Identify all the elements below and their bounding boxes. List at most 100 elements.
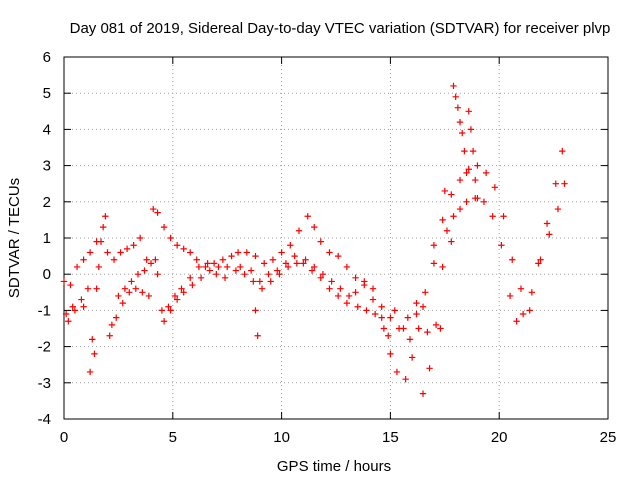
data-point-track-a xyxy=(526,307,533,314)
data-point-track-c xyxy=(454,104,462,111)
data-point-track-a xyxy=(287,242,294,249)
data-point-track-a xyxy=(117,249,124,256)
data-point-track-b xyxy=(489,213,496,220)
x-tick-label: 0 xyxy=(60,429,68,446)
data-point-track-d xyxy=(300,260,307,267)
data-point-track-b xyxy=(546,231,553,238)
data-point-track-a xyxy=(136,234,144,242)
data-point-track-d xyxy=(385,332,392,339)
data-point-track-b xyxy=(319,271,327,278)
data-point-track-a xyxy=(219,256,227,263)
data-point-track-d xyxy=(400,325,407,332)
data-point-track-a xyxy=(150,205,157,213)
data-point-track-d xyxy=(437,325,444,332)
data-point-track-b xyxy=(141,267,148,274)
data-point-track-d xyxy=(126,289,133,296)
data-point-track-b xyxy=(232,267,240,274)
data-point-track-a xyxy=(535,260,542,267)
data-point-track-b xyxy=(206,267,213,274)
data-point-track-a xyxy=(180,245,187,253)
data-point-track-b xyxy=(415,325,422,332)
data-point-track-c xyxy=(474,194,481,202)
data-point-track-d xyxy=(378,314,385,321)
data-point-track-a xyxy=(252,252,259,260)
data-point-track-a xyxy=(167,234,174,242)
data-point-track-b xyxy=(250,278,257,285)
data-point-track-d xyxy=(80,303,87,310)
y-axis-label: SDTVAR / TECUs xyxy=(6,178,23,298)
data-point-track-c xyxy=(467,126,475,133)
grid-lines xyxy=(64,57,608,419)
y-tick-label: -1 xyxy=(38,302,51,319)
data-point-track-b xyxy=(84,285,92,292)
x-tick-label: 5 xyxy=(169,429,177,446)
data-point-track-b xyxy=(95,263,103,271)
data-point-track-a xyxy=(260,260,268,267)
data-point-track-b xyxy=(189,281,196,289)
data-point-track-d xyxy=(391,307,398,314)
data-point-track-b xyxy=(450,213,457,220)
data-point-track-a xyxy=(491,184,499,191)
data-point-track-d xyxy=(71,307,79,314)
data-point-track-b xyxy=(419,390,427,397)
data-point-track-d xyxy=(97,238,105,245)
data-point-track-d xyxy=(93,285,100,292)
data-point-track-b xyxy=(337,285,344,292)
data-point-track-a xyxy=(422,289,429,296)
data-point-track-d xyxy=(113,314,120,321)
data-point-track-b xyxy=(439,263,446,271)
data-point-track-a xyxy=(67,281,74,289)
data-point-track-b xyxy=(115,292,122,300)
y-tick-label: 2 xyxy=(43,194,51,211)
data-point-track-b xyxy=(197,274,205,282)
data-point-track-d xyxy=(86,368,94,376)
data-point-track-b xyxy=(241,271,248,278)
data-point-track-b xyxy=(408,354,416,361)
data-point-track-a xyxy=(143,256,150,263)
data-point-track-b xyxy=(537,256,544,263)
data-point-track-a xyxy=(269,256,277,263)
y-tick-label: 4 xyxy=(43,121,51,138)
data-point-track-a xyxy=(326,249,333,256)
data-point-track-b xyxy=(519,310,527,318)
data-point-track-a xyxy=(311,223,318,231)
data-point-track-d xyxy=(65,318,72,325)
data-point-track-b xyxy=(180,289,187,296)
data-point-track-b xyxy=(89,336,96,343)
data-point-track-b xyxy=(554,205,562,213)
data-point-track-d xyxy=(221,274,229,282)
y-tick-label: 1 xyxy=(43,230,51,247)
data-point-track-d xyxy=(291,252,298,260)
data-point-track-a xyxy=(552,180,559,187)
data-point-track-b xyxy=(147,260,155,267)
data-point-track-b xyxy=(345,292,353,300)
y-tick-label: 6 xyxy=(43,49,51,66)
data-point-track-a xyxy=(154,209,161,216)
data-point-track-a xyxy=(123,245,131,253)
data-point-track-d xyxy=(424,328,431,336)
data-point-track-d xyxy=(265,271,272,278)
data-point-track-c xyxy=(469,147,477,155)
data-point-track-b xyxy=(311,263,318,271)
data-point-track-a xyxy=(500,213,507,220)
x-tick-label: 20 xyxy=(491,429,508,446)
data-point-track-d xyxy=(334,292,342,300)
chart-title: Day 081 of 2019, Sidereal Day-to-day VTE… xyxy=(70,20,611,37)
data-point-track-c xyxy=(452,93,459,101)
data-point-track-b xyxy=(498,242,505,249)
data-point-track-d xyxy=(369,296,377,303)
data-point-track-a xyxy=(99,223,107,231)
data-point-track-c xyxy=(461,147,468,155)
data-point-track-b xyxy=(254,332,261,339)
data-point-track-b xyxy=(128,278,135,285)
data-point-track-b xyxy=(513,318,520,325)
data-point-track-a xyxy=(210,260,218,267)
data-point-track-d xyxy=(252,307,259,314)
data-point-track-b xyxy=(284,263,292,271)
data-point-track-b xyxy=(380,325,388,332)
data-point-track-d xyxy=(282,260,290,267)
data-point-track-b xyxy=(224,263,231,271)
data-point-track-d xyxy=(171,292,179,300)
y-tick-label: 5 xyxy=(43,85,51,102)
data-point-track-b xyxy=(387,350,394,358)
